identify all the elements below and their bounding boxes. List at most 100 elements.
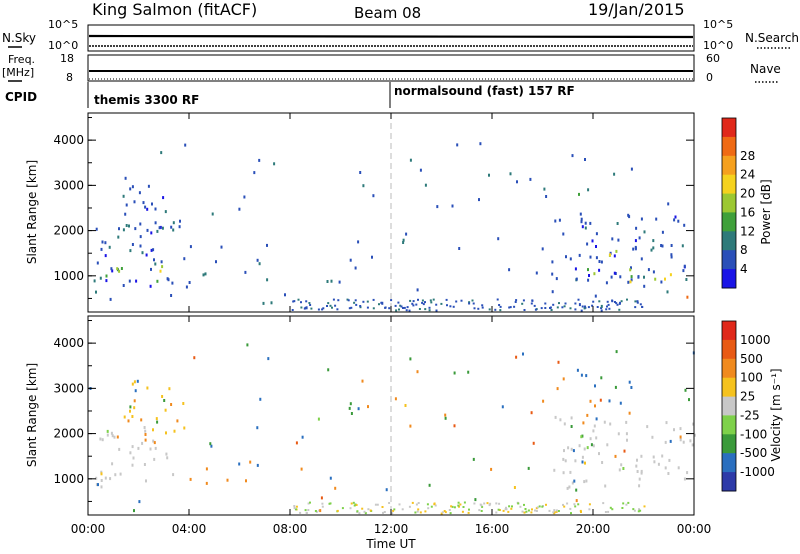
ground-scatter-cell bbox=[553, 509, 556, 512]
colorbar-tick-label: -500 bbox=[740, 446, 767, 460]
sparse-cell bbox=[508, 268, 511, 272]
scatter-cell bbox=[116, 435, 119, 439]
scatter-cell bbox=[617, 432, 620, 436]
sparse-cell bbox=[444, 413, 447, 417]
sparse-cell bbox=[361, 379, 364, 383]
ground-scatter-cell bbox=[321, 505, 324, 508]
ground-scatter-cell bbox=[607, 510, 610, 513]
ground-scatter-cell bbox=[322, 307, 325, 310]
station-title: King Salmon (fitACF) bbox=[92, 0, 257, 19]
sparse-cell bbox=[682, 269, 685, 273]
scatter-cell bbox=[605, 281, 608, 285]
scatter-cell bbox=[172, 221, 175, 225]
ground-scatter-cell bbox=[399, 304, 402, 307]
sparse-cell bbox=[259, 397, 262, 401]
sparse-cell bbox=[557, 360, 560, 364]
sparse-cell bbox=[456, 143, 459, 147]
sparse-cell bbox=[515, 355, 518, 359]
scatter-cell bbox=[598, 268, 601, 272]
sparse-cell bbox=[320, 496, 323, 500]
ground-scatter-cell bbox=[353, 504, 356, 507]
ground-scatter-cell bbox=[505, 506, 507, 509]
ground-scatter-cell bbox=[570, 512, 572, 515]
scatter-cell bbox=[591, 239, 594, 243]
scatter-cell bbox=[168, 387, 171, 391]
sparse-cell bbox=[419, 168, 422, 172]
scatter-cell bbox=[118, 447, 121, 451]
ground-scatter-cell bbox=[405, 309, 408, 312]
scatter-cell bbox=[593, 272, 596, 276]
ground-scatter-cell bbox=[309, 501, 311, 504]
sparse-cell bbox=[530, 411, 533, 415]
sparse-cell bbox=[327, 368, 330, 372]
scatter-cell bbox=[202, 273, 205, 277]
scatter-cell bbox=[152, 428, 154, 432]
scatter-cell bbox=[651, 435, 654, 439]
ground-scatter-cell bbox=[369, 509, 372, 512]
cpid-panel: CPID themis 3300 RF normalsound (fast) 1… bbox=[5, 82, 575, 108]
velocity-cells bbox=[89, 343, 696, 515]
sparse-cell bbox=[673, 218, 676, 222]
scatter-cell bbox=[119, 472, 122, 476]
freq-left-tick-high: 18 bbox=[60, 52, 74, 65]
scatter-cell bbox=[643, 284, 646, 288]
scatter-cell bbox=[576, 368, 579, 372]
ground-scatter-cell bbox=[452, 305, 455, 308]
ground-scatter-cell bbox=[415, 303, 418, 306]
ground-scatter-cell bbox=[515, 299, 518, 302]
ground-scatter-cell bbox=[625, 503, 628, 506]
x-tick-label: 20:00 bbox=[576, 522, 611, 536]
scatter-cell bbox=[106, 433, 109, 437]
scatter-cell bbox=[635, 226, 638, 230]
ground-scatter-cell bbox=[618, 308, 621, 311]
sparse-cell bbox=[479, 142, 482, 146]
sparse-cell bbox=[188, 281, 191, 284]
ground-scatter-cell bbox=[355, 504, 358, 506]
ground-scatter-cell bbox=[408, 309, 411, 312]
ground-scatter-cell bbox=[641, 305, 644, 308]
ground-scatter-cell bbox=[558, 302, 560, 305]
sparse-cell bbox=[136, 379, 139, 383]
ground-scatter-cell bbox=[412, 304, 415, 307]
scatter-cell bbox=[601, 461, 604, 464]
scatter-cell bbox=[570, 447, 573, 451]
sparse-cell bbox=[405, 232, 408, 236]
ground-scatter-cell bbox=[421, 299, 424, 302]
sparse-cell bbox=[372, 194, 375, 198]
ground-scatter-cell bbox=[361, 507, 364, 510]
scatter-cell bbox=[589, 437, 592, 441]
sparse-cell bbox=[381, 301, 384, 305]
scatter-cell bbox=[155, 417, 158, 421]
ground-scatter-cell bbox=[307, 509, 310, 511]
scatter-cell bbox=[660, 280, 663, 284]
ground-scatter-cell bbox=[463, 501, 466, 504]
freq-panel: Freq. [MHz] 18 8 60 0 Nave bbox=[2, 52, 781, 84]
sparse-cell bbox=[129, 187, 132, 191]
scatter-cell bbox=[586, 242, 589, 246]
scatter-cell bbox=[154, 207, 157, 211]
sparse-cell bbox=[295, 441, 298, 445]
sparse-cell bbox=[497, 237, 500, 241]
sparse-cell bbox=[305, 306, 308, 310]
ground-scatter-cell bbox=[580, 309, 583, 312]
scatter-cell bbox=[141, 251, 144, 255]
scatter-cell bbox=[152, 248, 155, 252]
ground-scatter-cell bbox=[366, 306, 369, 309]
scatter-cell bbox=[179, 219, 181, 223]
sparse-cell bbox=[209, 442, 212, 446]
scatter-cell bbox=[144, 429, 147, 433]
ground-scatter-cell bbox=[574, 302, 577, 305]
scatter-cell bbox=[164, 408, 167, 412]
scatter-cell bbox=[638, 484, 641, 488]
sparse-cell bbox=[630, 167, 633, 171]
ground-scatter-cell bbox=[441, 511, 444, 514]
colorbar-segment bbox=[722, 231, 736, 251]
ground-scatter-cell bbox=[467, 511, 470, 514]
scatter-cell bbox=[661, 244, 664, 248]
ground-scatter-cell bbox=[435, 309, 438, 312]
y-tick-label: 1000 bbox=[53, 472, 84, 486]
sparse-cell bbox=[319, 509, 322, 513]
scatter-cell bbox=[683, 264, 686, 268]
sparse-cell bbox=[409, 158, 412, 162]
